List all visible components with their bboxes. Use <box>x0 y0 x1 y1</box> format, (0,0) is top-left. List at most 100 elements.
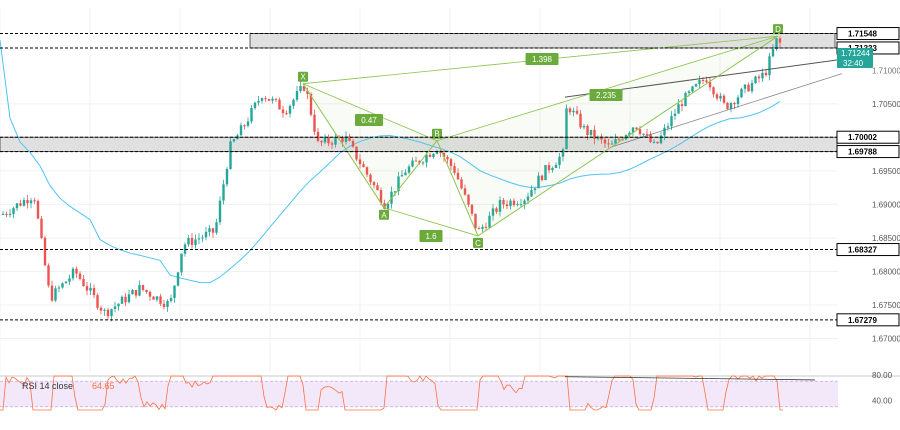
candle-body <box>124 296 127 303</box>
candle-body <box>372 182 376 186</box>
level-label-box <box>836 130 900 144</box>
candle-body <box>54 288 57 301</box>
pattern-point-label: C <box>475 239 481 248</box>
pattern-point-box <box>298 71 308 82</box>
candle-body <box>449 159 453 167</box>
candle-body <box>204 231 208 238</box>
level-label-box <box>836 243 900 257</box>
candle-body <box>376 185 379 191</box>
candle-body <box>761 72 764 79</box>
candle-body <box>295 91 299 100</box>
candle-body <box>187 237 190 245</box>
ma-line <box>0 40 781 284</box>
candle-body <box>138 285 141 296</box>
pattern-point-box <box>773 24 783 35</box>
rsi-tick-label: 40.00 <box>872 396 893 405</box>
xb-line <box>302 83 438 142</box>
candle-body <box>530 190 533 197</box>
candle-body <box>551 167 554 171</box>
pattern-point-box <box>379 209 389 220</box>
candle-body <box>218 200 222 223</box>
candle-body <box>22 199 26 206</box>
ratio-label: 2.235 <box>596 91 617 100</box>
candle-body <box>334 137 337 145</box>
candle-body <box>274 98 278 100</box>
candle-body <box>747 84 750 92</box>
candle-body <box>425 154 428 163</box>
candle-body <box>446 156 449 160</box>
candle-body <box>694 84 698 87</box>
level-label-box <box>836 27 900 41</box>
candle-body <box>705 80 708 83</box>
candle-body <box>460 179 463 189</box>
candle-body <box>232 139 236 142</box>
level-label: 1.67279 <box>848 316 877 325</box>
level-label-box <box>836 313 900 327</box>
candle-body <box>687 91 691 93</box>
rsi-divergence-line <box>564 376 816 381</box>
candle-body <box>428 154 432 157</box>
candle-body <box>96 295 99 308</box>
ac-line <box>383 207 479 237</box>
candle-body <box>327 137 330 144</box>
candle-body <box>561 149 565 157</box>
candle-body <box>680 104 684 107</box>
level-label: 1.70002 <box>848 133 877 142</box>
candle-body <box>771 49 775 57</box>
candle-body <box>656 141 659 144</box>
candle-body <box>313 114 316 132</box>
candle-body <box>421 162 425 164</box>
candle-body <box>239 125 243 136</box>
candle-body <box>302 85 306 91</box>
candle-body <box>26 199 29 204</box>
candle-body <box>407 166 411 173</box>
candle-body <box>659 135 663 144</box>
candle-body <box>229 141 232 169</box>
candle-body <box>222 184 225 201</box>
candle-body <box>418 160 421 163</box>
candle-body <box>568 108 572 113</box>
ratio-label: 0.47 <box>361 116 377 125</box>
candle-body <box>47 265 50 286</box>
candle-body <box>400 175 404 177</box>
candle-body <box>299 85 302 92</box>
candle-body <box>698 80 701 85</box>
candle-body <box>523 200 526 205</box>
price-axis: 1.70500 1.69500 1.69000 1.68500 1.68000 1.675… <box>836 27 900 344</box>
current-price-tag: 1.71244 32:40 <box>837 48 873 68</box>
candle-body <box>628 132 631 136</box>
candle-body <box>257 100 260 103</box>
candle-body <box>729 103 733 110</box>
candle-body <box>484 226 488 228</box>
candle-body <box>572 110 575 113</box>
harmonic-pattern: X A B C D 0.47 1.6 1.398 2.235 <box>298 24 783 248</box>
level-label: 1.68327 <box>848 246 877 255</box>
candle-body <box>673 113 677 116</box>
candle-body <box>64 281 68 284</box>
candle-body <box>411 160 414 167</box>
candle-body <box>264 98 267 100</box>
candle-body <box>68 278 71 282</box>
current-price-label: 1.71244 <box>841 49 870 58</box>
candle-body <box>1 213 5 215</box>
candle-body <box>750 83 754 92</box>
rsi-title: RSI 14 close <box>22 381 73 391</box>
candle-body <box>330 143 334 145</box>
candle-body <box>733 103 736 105</box>
candle-body <box>631 127 635 133</box>
candle-body <box>519 204 523 206</box>
candle-body <box>155 296 159 300</box>
candle-body <box>190 237 194 245</box>
candle-body <box>768 56 771 76</box>
candle-body <box>309 93 313 115</box>
candle-body <box>337 137 341 139</box>
xab-fill <box>303 83 437 208</box>
candle-body <box>509 200 512 207</box>
level-label: 1.71548 <box>848 30 877 39</box>
candle-body <box>526 196 530 201</box>
candle-body <box>253 102 257 109</box>
candle-body <box>397 176 400 192</box>
candle-body <box>712 87 715 95</box>
candle-body <box>537 175 540 189</box>
